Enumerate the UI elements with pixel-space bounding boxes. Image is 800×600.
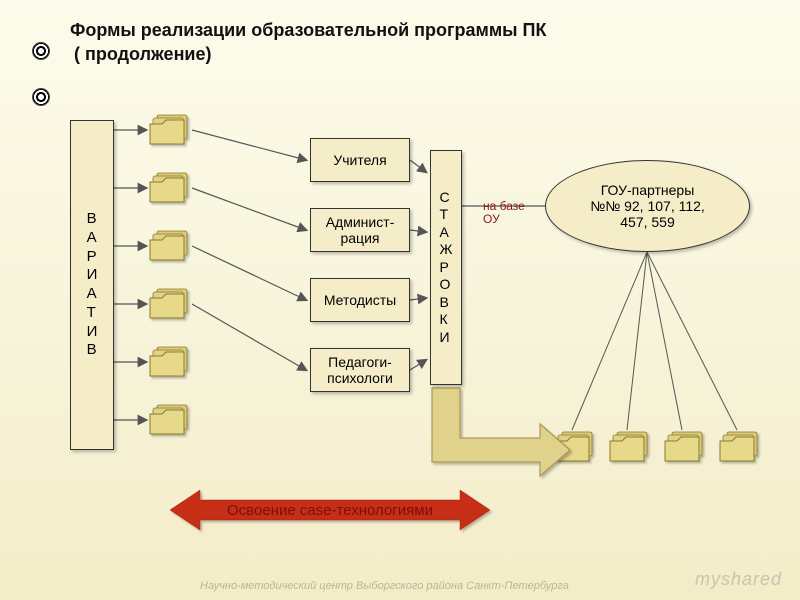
partners-ellipse: ГОУ-партнеры №№ 92, 107, 112, 457, 559	[545, 160, 750, 252]
fanout-partners	[572, 252, 737, 430]
variativ-box: ВАРИАТИВ	[70, 120, 114, 450]
variativ-folders	[150, 115, 187, 434]
arrows-left-to-folders	[114, 130, 146, 420]
role-box-methodists: Методисты	[310, 278, 410, 322]
role-box-administration: Админист- рация	[310, 208, 410, 252]
watermark: myshared	[695, 569, 782, 590]
block-arrow-internship-to-folders	[432, 388, 570, 476]
footer-note: Научно-методический центр Выборгского ра…	[200, 580, 569, 592]
arrows-folders-to-roles	[192, 130, 306, 370]
internship-label: СТАЖРОВКИ	[440, 189, 453, 347]
partner-folders	[555, 432, 757, 461]
base-tag: на базе ОУ	[483, 200, 525, 226]
variativ-label: ВАРИАТИВ	[87, 210, 98, 360]
role-box-psychologists: Педагоги- психологи	[310, 348, 410, 392]
role-box-teachers: Учителя	[310, 138, 410, 182]
case-tech-banner-text: Освоение case-технологиями	[200, 500, 460, 520]
arrows-roles-to-internship	[410, 160, 426, 370]
internship-box: СТАЖРОВКИ	[430, 150, 462, 385]
